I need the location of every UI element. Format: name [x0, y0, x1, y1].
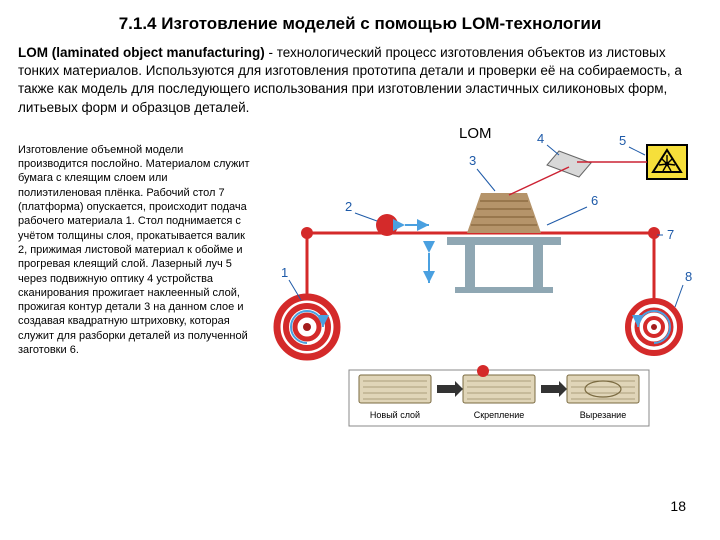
- lom-diagram: LOM: [259, 125, 710, 450]
- process-step-3: Вырезание: [580, 410, 626, 420]
- callout-8: 8: [685, 269, 692, 284]
- diagram-title: LOM: [459, 125, 492, 142]
- intro-paragraph: LOM (laminated object manufacturing) - т…: [0, 40, 720, 121]
- heated-roller: [376, 214, 398, 236]
- callout-3: 3: [469, 153, 476, 168]
- supply-roll: [277, 297, 337, 357]
- page-number: 18: [670, 498, 686, 514]
- callout-7: 7: [667, 227, 674, 242]
- description-paragraph: Изготовление объемной модели производитс…: [18, 125, 259, 450]
- callout-6: 6: [591, 193, 598, 208]
- process-strip: Новый слой Скрепление Вырезание: [349, 365, 649, 426]
- laser-source: [647, 145, 687, 179]
- process-step-2: Скрепление: [474, 410, 525, 420]
- layered-part: [467, 193, 541, 233]
- scan-mirror: [547, 151, 591, 177]
- build-platform: [429, 193, 561, 293]
- section-heading: 7.1.4 Изготовление моделей с помощью LOM…: [0, 0, 720, 40]
- callout-1: 1: [281, 265, 288, 280]
- waste-roll: [628, 301, 680, 353]
- callout-4: 4: [537, 131, 544, 146]
- callout-5: 5: [619, 133, 626, 148]
- laser-beam-d: [509, 167, 569, 195]
- callout-2: 2: [345, 199, 352, 214]
- process-step-1: Новый слой: [370, 410, 420, 420]
- intro-lead: LOM (laminated object manufacturing): [18, 45, 265, 60]
- diagram-svg: 1 2 3 4 5 6 7 8: [259, 125, 699, 445]
